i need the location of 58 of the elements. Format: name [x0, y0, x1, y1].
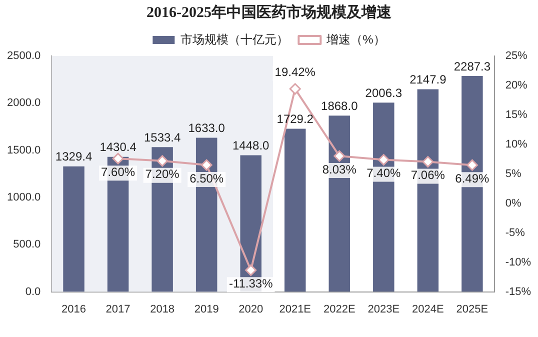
x-tick-label: 2024E — [412, 303, 444, 316]
data-label: 8.03% — [322, 162, 357, 176]
x-tick-label: 2016 — [62, 303, 86, 316]
data-label: 19.42% — [274, 65, 316, 80]
x-tick-label: 2023E — [368, 303, 400, 316]
y-tick-label: 2000.0 — [6, 97, 41, 110]
y2-tick-label: -10% — [505, 256, 532, 268]
point — [466, 159, 478, 171]
data-label: 7.40% — [366, 166, 401, 180]
data-label: 2006.3 — [365, 86, 402, 100]
y2-tick-label: 10% — [505, 138, 528, 150]
x-tick-label: 2025E — [456, 303, 488, 316]
data-label: 1448.0 — [232, 138, 270, 153]
y2-tick-label: 25% — [505, 50, 528, 62]
y-tick-label: 1000.0 — [6, 192, 41, 204]
y2-tick-label: -5% — [505, 226, 526, 239]
x-tick-label: 2022E — [323, 303, 356, 316]
legend-label: 市场规模（十亿元） — [180, 32, 289, 46]
y2-tick-label: 5% — [505, 168, 522, 180]
data-label: -11.33% — [228, 276, 274, 290]
y-tick-label: 2500.0 — [6, 50, 41, 62]
y2-tick-label: 20% — [505, 80, 528, 92]
data-label: 7.20% — [145, 167, 180, 182]
data-label: 2287.3 — [454, 59, 491, 74]
data-label: 1430.4 — [100, 140, 137, 154]
x-tick-label: 2019 — [194, 303, 219, 316]
data-label: 2147.9 — [410, 72, 447, 87]
y-tick-label: 0.0 — [25, 286, 41, 298]
data-label: 1868.0 — [321, 98, 358, 113]
chart-title: 2016-2025年中国医药市场规模及增速 — [146, 2, 392, 21]
point — [334, 150, 346, 162]
x-tick-label: 2017 — [106, 303, 130, 316]
point — [245, 264, 257, 276]
bar — [63, 166, 84, 292]
y2-tick-label: 15% — [505, 108, 528, 121]
bar — [284, 128, 306, 292]
data-label: 1633.0 — [188, 121, 226, 136]
y2-tick-label: 0% — [505, 197, 522, 210]
x-tick-label: 2018 — [150, 303, 175, 316]
x-tick-label: 2020 — [238, 303, 264, 316]
point — [378, 154, 390, 166]
data-label: 1533.4 — [144, 130, 181, 144]
y-tick-label: 1500.0 — [6, 144, 41, 156]
legend-label: 增速（%） — [326, 32, 386, 46]
point — [200, 159, 212, 171]
y2-tick-label: -15% — [505, 286, 532, 298]
point — [289, 83, 301, 95]
data-label: 1729.2 — [276, 112, 314, 126]
point — [156, 155, 168, 167]
point — [422, 156, 434, 168]
x-tick-label: 2021E — [279, 303, 312, 316]
data-label: 6.49% — [455, 171, 490, 186]
data-label: 7.06% — [410, 168, 446, 182]
data-label: 1329.4 — [55, 150, 92, 164]
data-label: 7.60% — [101, 164, 136, 179]
point — [112, 152, 124, 164]
data-label: 6.50% — [190, 171, 224, 186]
y-tick-label: 500.0 — [13, 238, 41, 251]
